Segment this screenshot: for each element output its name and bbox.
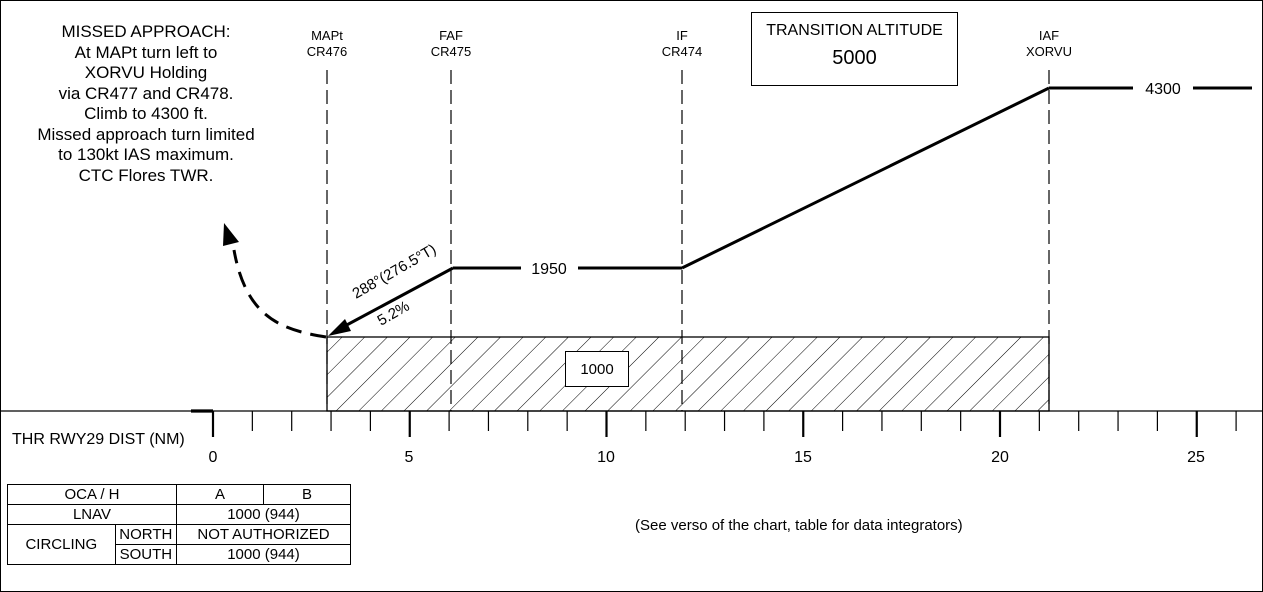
distance-tick-label: 25 xyxy=(1187,449,1205,466)
missed-approach-line: MISSED APPROACH: xyxy=(61,22,231,41)
missed-approach-path xyxy=(232,249,327,339)
missed-approach-line: Missed approach turn limited xyxy=(37,124,255,144)
circling-north-value: NOT AUTHORIZED xyxy=(176,524,351,545)
missed-approach-line: At MAPt turn left to xyxy=(74,42,218,62)
category-a-header: A xyxy=(176,484,264,505)
altitude-1950-label: 1950 xyxy=(531,261,567,278)
transition-altitude-value: 5000 xyxy=(832,47,877,69)
missed-approach-line: via CR477 and CR478. xyxy=(58,83,234,103)
missed-approach-line: XORVU Holding xyxy=(84,63,208,82)
transition-altitude-box: TRANSITION ALTITUDE 5000 xyxy=(751,12,958,86)
distance-tick-label: 0 xyxy=(208,449,218,466)
final-approach-segment xyxy=(342,266,454,329)
circling-label: CIRCLING xyxy=(7,524,116,565)
missed-approach-arrowhead xyxy=(223,223,239,246)
waypoint-mapt: MAPt CR476 xyxy=(287,28,367,60)
distance-tick-label: 5 xyxy=(404,449,414,466)
descent-from-iaf-to-if xyxy=(681,86,1050,270)
distance-ticks xyxy=(211,411,1237,437)
missed-approach-line: CTC Flores TWR. xyxy=(78,165,214,185)
oca-h-table: OCA / H A B LNAV 1000 (944) CIRCLING NOR… xyxy=(7,484,351,565)
waypoint-role: MAPt xyxy=(311,28,343,43)
table-row: OCA / H A B xyxy=(7,484,351,505)
missed-approach-instructions: MISSED APPROACH: At MAPt turn left to XO… xyxy=(8,22,284,186)
final-track-label: 288°(276.5°T) xyxy=(350,241,440,303)
waypoint-name: CR476 xyxy=(306,44,348,59)
waypoint-role: FAF xyxy=(439,28,463,43)
final-approach-arrowhead xyxy=(328,319,351,336)
distance-scale-label: THR RWY29 DIST (NM) xyxy=(12,431,185,448)
waypoint-name: CR474 xyxy=(661,44,703,59)
transition-altitude-title: TRANSITION ALTITUDE xyxy=(766,22,943,39)
waypoint-if: IF CR474 xyxy=(642,28,722,60)
circling-south-label: SOUTH xyxy=(114,544,178,565)
waypoint-role: IF xyxy=(676,28,688,43)
obstacle-clearance-value: 1000 xyxy=(565,351,629,387)
distance-tick-label: 10 xyxy=(597,449,615,466)
waypoint-role: IAF xyxy=(1038,28,1060,43)
waypoint-name: XORVU xyxy=(1026,44,1072,59)
lnav-value: 1000 (944) xyxy=(176,504,351,525)
missed-approach-line: Climb to 4300 ft. xyxy=(84,104,208,123)
circling-south-value: 1000 (944) xyxy=(176,544,351,565)
distance-tick-label: 20 xyxy=(991,449,1009,466)
lnav-label: LNAV xyxy=(7,504,177,525)
table-row: CIRCLING NORTH NOT AUTHORIZED xyxy=(7,524,351,565)
circling-north-label: NORTH xyxy=(114,524,178,545)
data-integrators-note: (See verso of the chart, table for data … xyxy=(635,517,963,534)
table-row: LNAV 1000 (944) xyxy=(7,504,351,525)
waypoint-name: CR475 xyxy=(430,44,472,59)
category-b-header: B xyxy=(263,484,351,505)
descent-gradient-label: 5.2% xyxy=(375,298,413,330)
obstacle-clearance-area xyxy=(326,336,1050,412)
altitude-4300-label: 4300 xyxy=(1145,81,1181,98)
table-row: SOUTH 1000 (944) xyxy=(8,544,351,565)
waypoint-faf: FAF CR475 xyxy=(411,28,491,60)
missed-approach-line: to 130kt IAS maximum. xyxy=(58,145,234,164)
oca-h-header: OCA / H xyxy=(7,484,177,505)
waypoint-iaf: IAF XORVU xyxy=(1009,28,1089,60)
distance-tick-label: 15 xyxy=(794,449,812,466)
